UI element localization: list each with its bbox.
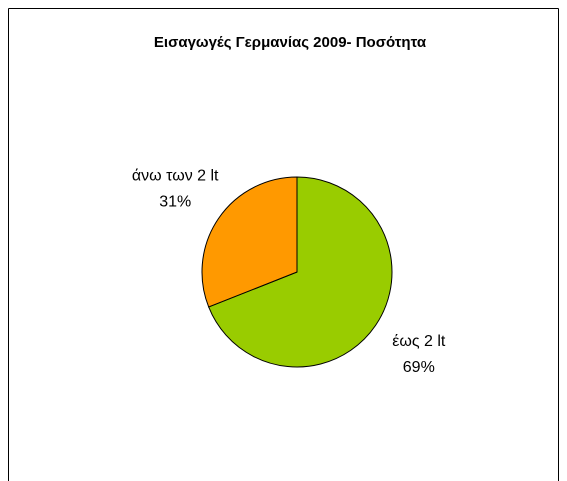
- chart-title: Εισαγωγές Γερμανίας 2009- Ποσότητα: [154, 34, 427, 51]
- slice-label: άνω των 2 lt: [132, 167, 219, 184]
- slice-value: 69%: [403, 359, 435, 376]
- slice-label: έως 2 lt: [392, 333, 446, 350]
- slice-value: 31%: [159, 193, 191, 210]
- pie-slice: [208, 176, 393, 368]
- pie-slice: [201, 176, 298, 308]
